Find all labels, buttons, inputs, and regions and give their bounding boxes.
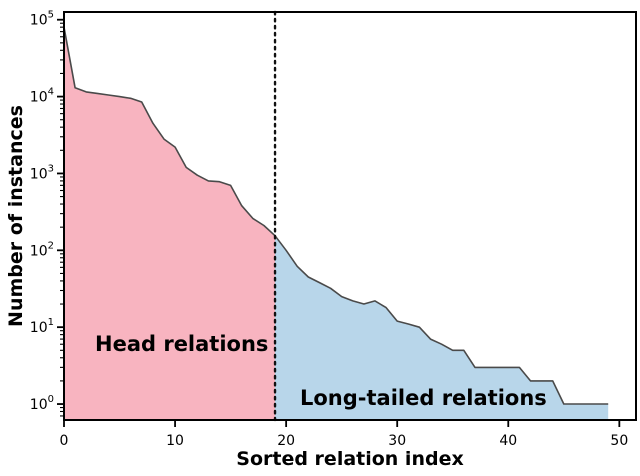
axes-spines bbox=[63, 11, 637, 421]
y-tick-label: 101 bbox=[30, 317, 54, 336]
x-axis-label: Sorted relation index bbox=[236, 448, 464, 470]
x-tick-label: 20 bbox=[277, 433, 295, 449]
annotation-long-tailed-relations: Long-tailed relations bbox=[300, 386, 547, 410]
y-tick-label: 104 bbox=[30, 87, 54, 106]
tail-region-fill bbox=[275, 235, 609, 420]
y-tick-label: 105 bbox=[30, 10, 54, 29]
annotation-head-relations: Head relations bbox=[95, 332, 269, 356]
x-tick-label: 40 bbox=[499, 433, 517, 449]
x-tick-label: 0 bbox=[60, 433, 69, 449]
x-tick-label: 10 bbox=[166, 433, 184, 449]
head-region-fill bbox=[64, 27, 275, 420]
data-line bbox=[63, 27, 609, 405]
y-tick-label: 103 bbox=[30, 163, 54, 182]
x-tick-label: 50 bbox=[610, 433, 628, 449]
y-axis-label: Number of instances bbox=[5, 105, 27, 327]
y-tick-label: 100 bbox=[30, 394, 54, 413]
y-tick-label: 102 bbox=[30, 240, 54, 259]
x-tick-label: 30 bbox=[388, 433, 406, 449]
